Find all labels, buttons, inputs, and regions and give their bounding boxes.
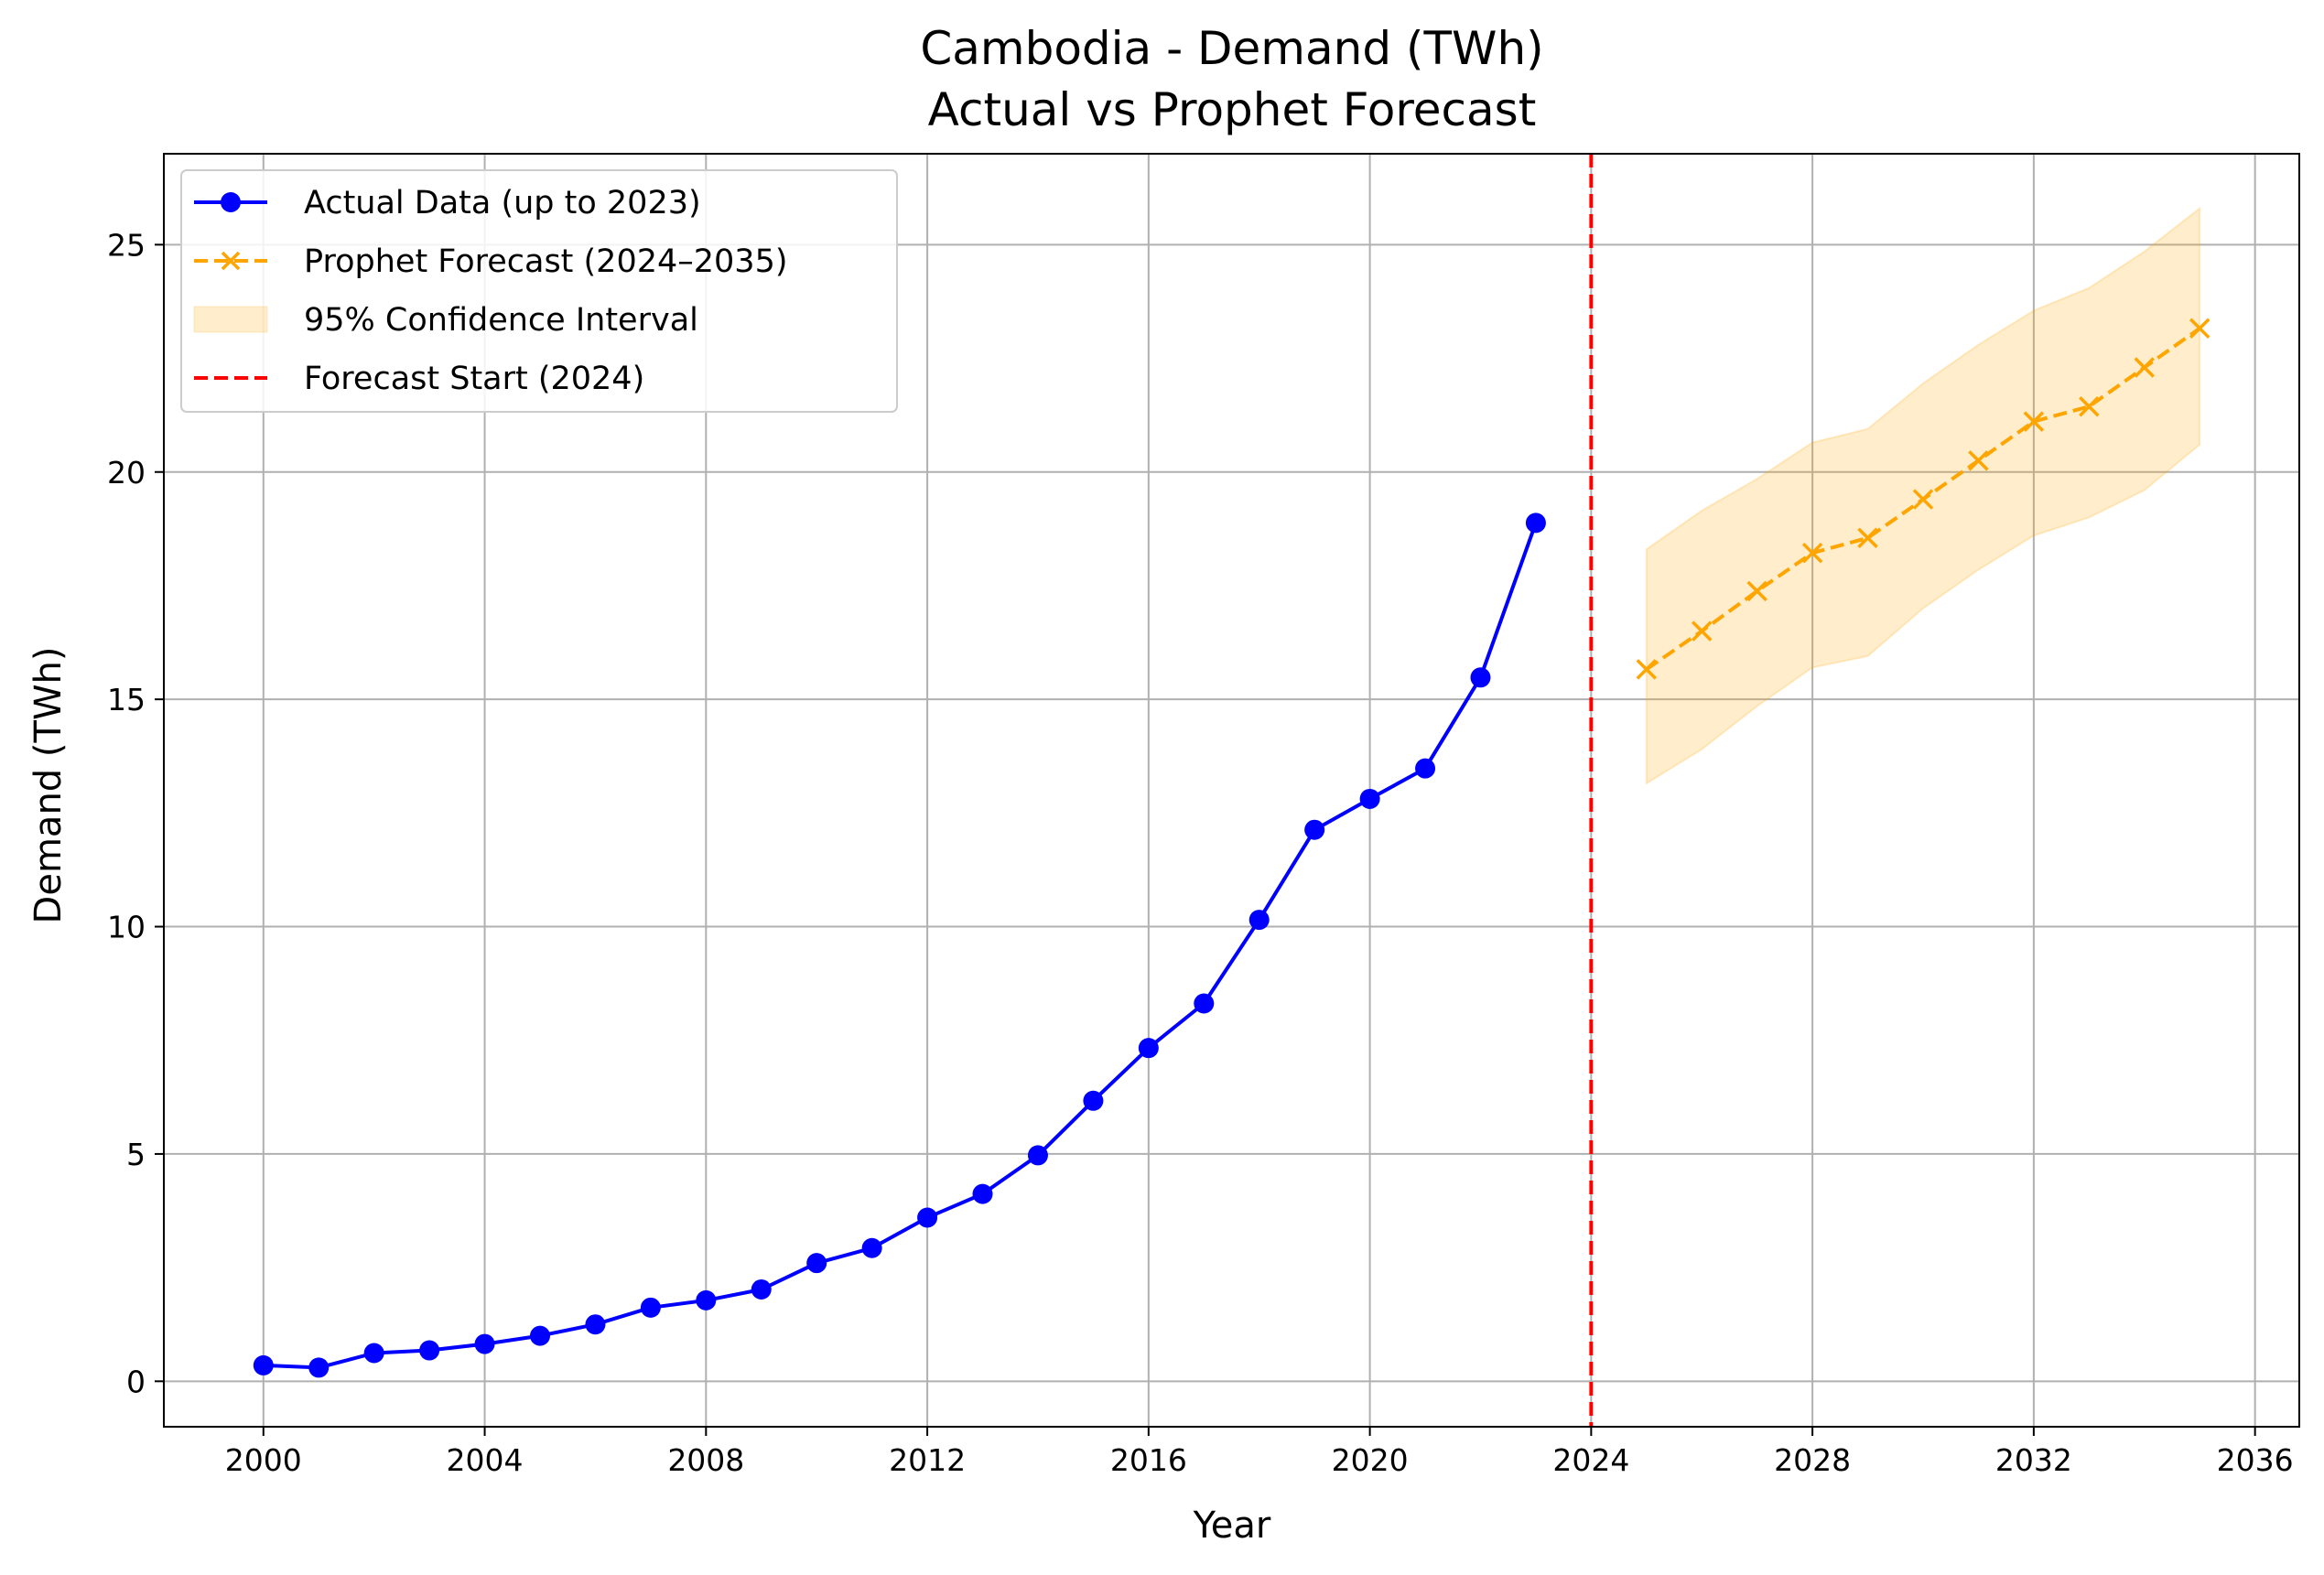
forecast-point [1692, 620, 1713, 642]
actual-point [1248, 910, 1270, 931]
y-tick-label: 20 [107, 455, 146, 491]
actual-point [1525, 512, 1546, 534]
x-tick-label: 2028 [1774, 1442, 1851, 1478]
actual-point [806, 1253, 827, 1274]
forecast-point [2189, 318, 2211, 340]
y-tick-label: 10 [107, 910, 146, 945]
actual-point [1194, 993, 1215, 1014]
legend-label-forecast-start: Forecast Start (2024) [304, 361, 644, 397]
legend-swatch-confidence [193, 306, 268, 333]
x-tick-label: 2004 [447, 1442, 524, 1478]
axis-ticks: 2000 2004 2008 2012 2016 2020 2024 2028 2032 2036… [107, 227, 2294, 1478]
series-layer [253, 318, 2211, 1378]
forecast-point [2023, 411, 2045, 432]
x-tick-label: 2012 [889, 1442, 966, 1478]
legend-label-forecast: Prophet Forecast (2024–2035) [304, 243, 788, 280]
actual-point [972, 1183, 993, 1204]
chart-subtitle: Actual vs Prophet Forecast [928, 83, 1537, 136]
actual-point [1359, 788, 1380, 809]
x-tick-label: 2020 [1332, 1442, 1409, 1478]
legend: Actual Data (up to 2023) Prophet Forecas… [180, 169, 898, 413]
legend-label-actual: Actual Data (up to 2023) [304, 185, 701, 221]
actual-point [917, 1207, 938, 1228]
confidence-band [1645, 206, 2201, 785]
actual-point [751, 1278, 772, 1300]
x-tick-label: 2036 [2217, 1442, 2294, 1478]
y-tick-label: 0 [126, 1364, 146, 1399]
confidence-band-layer [1645, 206, 2201, 785]
actual-point [1304, 819, 1325, 840]
actual-point [640, 1297, 661, 1318]
forecast-point [1801, 542, 1823, 564]
actual-point [363, 1343, 384, 1364]
forecast-point [1636, 659, 1658, 680]
legend-swatch-actual-marker [221, 192, 241, 212]
legend-entry-confidence: 95% Confidence Interval [193, 302, 698, 339]
actual-point [1138, 1038, 1159, 1059]
forecast-point [2079, 395, 2100, 417]
legend-entry-forecast-start: Forecast Start (2024) [194, 361, 644, 397]
actual-point [474, 1333, 495, 1354]
actual-point [1415, 758, 1436, 779]
forecast-point [1912, 489, 1934, 510]
actual-point [419, 1340, 440, 1361]
actual-point [1027, 1145, 1048, 1166]
actual-point [696, 1289, 717, 1311]
actual-point [308, 1357, 330, 1378]
y-axis-label: Demand (TWh) [27, 647, 70, 924]
forecast-point [1857, 527, 1878, 549]
actual-point [1083, 1090, 1104, 1111]
y-tick-label: 25 [107, 227, 146, 263]
legend-box [180, 169, 898, 413]
forecast-point [1746, 580, 1767, 602]
legend-entry-forecast: Prophet Forecast (2024–2035) [194, 243, 788, 280]
actual-point [1470, 667, 1491, 688]
y-tick-label: 15 [107, 682, 146, 717]
actual-point [585, 1314, 606, 1335]
legend-swatch-forecast-marker [221, 251, 241, 271]
actual-point [529, 1325, 550, 1346]
actual-point [861, 1237, 882, 1258]
plot-area-frame [163, 153, 2300, 1428]
y-tick-label: 5 [126, 1137, 146, 1172]
legend-entry-actual: Actual Data (up to 2023) [194, 185, 701, 221]
x-tick-label: 2024 [1552, 1442, 1629, 1478]
forecast-point [2134, 357, 2156, 378]
chart-title: Cambodia - Demand (TWh) [920, 22, 1543, 75]
x-tick-label: 2016 [1110, 1442, 1187, 1478]
x-tick-label: 2000 [225, 1442, 302, 1478]
legend-label-confidence: 95% Confidence Interval [304, 302, 698, 339]
forecast-point [1968, 450, 1989, 471]
x-axis-label: Year [1193, 1505, 1271, 1547]
x-tick-label: 2032 [1995, 1442, 2072, 1478]
x-tick-label: 2008 [667, 1442, 744, 1478]
actual-point [253, 1354, 274, 1375]
